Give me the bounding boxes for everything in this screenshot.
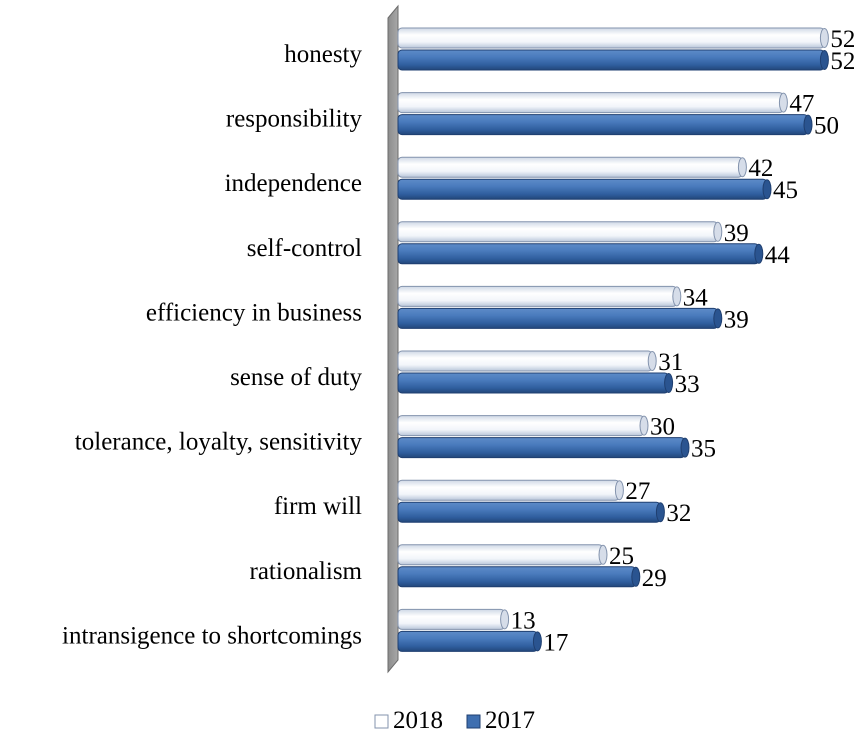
bar-end-cap: [819, 50, 829, 70]
category-label: firm will: [274, 493, 362, 520]
data-label: 30: [650, 414, 675, 441]
data-label: 29: [642, 565, 667, 592]
data-label: 25: [609, 543, 634, 570]
data-label: 42: [748, 155, 773, 182]
legend: 2018 2017: [374, 707, 535, 734]
data-label: 50: [814, 113, 839, 140]
bar-2018: [397, 285, 678, 307]
bar-2018: [397, 221, 719, 243]
category-label: efficiency in business: [146, 299, 362, 326]
category-label: independence: [225, 170, 362, 197]
data-label: 35: [691, 436, 716, 463]
bar-end-cap: [713, 221, 723, 242]
bar-2017: [397, 630, 538, 652]
legend-label-2018: 2018: [393, 707, 443, 734]
bar-end-cap: [631, 566, 641, 587]
bar-end-cap: [778, 92, 788, 113]
data-label: 34: [683, 284, 709, 311]
bar-2017: [397, 501, 661, 523]
bar-2018: [397, 350, 653, 372]
bar-end-cap: [598, 544, 608, 565]
bar-end-cap: [532, 631, 542, 652]
data-label: 31: [658, 349, 683, 376]
category-label: honesty: [284, 41, 362, 68]
bar-2017: [397, 372, 670, 394]
data-label: 32: [666, 500, 691, 527]
bar-2017: [397, 566, 637, 588]
category-label: responsibility: [226, 106, 363, 133]
bar-end-cap: [664, 373, 674, 393]
data-label: 39: [724, 306, 749, 333]
category-label: sense of duty: [230, 364, 362, 391]
data-label: 33: [675, 371, 700, 398]
data-label: 39: [724, 220, 749, 247]
bar-2018: [397, 544, 604, 566]
bar-end-cap: [803, 114, 813, 135]
bar-end-cap: [647, 351, 657, 371]
bar-end-cap: [614, 480, 624, 501]
axis-wall: [387, 4, 399, 674]
bar-end-cap: [754, 243, 764, 264]
bar-end-cap: [713, 308, 723, 329]
bar-2018: [397, 92, 784, 114]
bar-end-cap: [639, 415, 649, 436]
bar-2017: [397, 243, 760, 265]
data-label: 52: [830, 26, 855, 53]
data-label: 47: [789, 91, 814, 118]
bar-2018: [397, 608, 506, 630]
category-label: tolerance, loyalty, sensitivity: [75, 429, 363, 456]
category-label: intransigence to shortcomings: [62, 622, 362, 649]
data-label: 44: [765, 242, 791, 269]
bar-2017: [397, 307, 719, 329]
bar-2018: [397, 479, 620, 501]
bar-end-cap: [737, 157, 747, 178]
category-label: rationalism: [250, 558, 363, 585]
data-label: 17: [543, 629, 568, 656]
legend-swatch-2017: [466, 714, 481, 729]
legend-swatch-2018: [374, 714, 389, 729]
bar-end-cap: [655, 502, 665, 523]
bar-end-cap: [672, 286, 682, 307]
legend-label-2017: 2017: [485, 707, 535, 734]
bar-end-cap: [762, 179, 772, 200]
bar-2018: [397, 156, 743, 178]
bar-2017: [397, 114, 809, 136]
data-label: 45: [773, 177, 798, 204]
bar-2017: [397, 178, 768, 200]
data-label: 13: [511, 607, 536, 634]
bar-2018: [397, 27, 825, 49]
data-label: 52: [830, 48, 855, 75]
bar-2017: [397, 437, 686, 459]
bar-end-cap: [819, 28, 829, 48]
bar-2018: [397, 415, 645, 437]
bar-2017: [397, 49, 825, 71]
data-label: 27: [625, 478, 650, 505]
category-label: self-control: [247, 235, 362, 262]
bar-end-cap: [680, 437, 690, 458]
bar-end-cap: [500, 609, 510, 630]
